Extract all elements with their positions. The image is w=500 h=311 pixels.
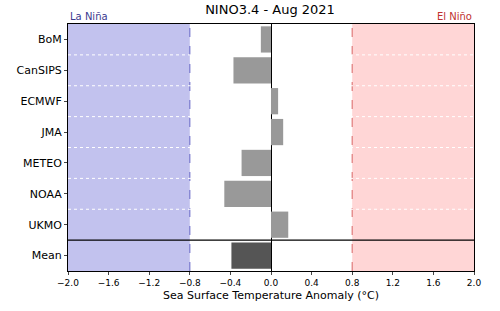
svg-text:ECMWF: ECMWF [20, 95, 61, 108]
svg-text:METEO: METEO [23, 157, 62, 170]
svg-text:−2.0: −2.0 [57, 278, 79, 288]
svg-text:0.4: 0.4 [304, 278, 319, 288]
svg-text:Sea Surface Temperature Anomal: Sea Surface Temperature Anomaly (°C) [163, 289, 379, 302]
svg-text:0.8: 0.8 [345, 278, 360, 288]
svg-text:BoM: BoM [38, 33, 62, 46]
svg-text:CanSIPS: CanSIPS [17, 64, 62, 77]
svg-text:UKMO: UKMO [28, 219, 62, 232]
svg-text:JMA: JMA [41, 126, 63, 139]
svg-text:−0.8: −0.8 [179, 278, 201, 288]
svg-text:−1.2: −1.2 [138, 278, 160, 288]
svg-text:−1.6: −1.6 [98, 278, 120, 288]
svg-text:−0.4: −0.4 [219, 278, 241, 288]
svg-text:2.0: 2.0 [467, 278, 482, 288]
svg-text:La Niña: La Niña [70, 11, 108, 22]
svg-text:NINO3.4 - Aug 2021: NINO3.4 - Aug 2021 [205, 2, 335, 17]
svg-text:0.0: 0.0 [264, 278, 279, 288]
svg-text:NOAA: NOAA [30, 188, 63, 201]
svg-text:1.6: 1.6 [426, 278, 441, 288]
svg-text:El Niño: El Niño [437, 11, 472, 22]
svg-text:1.2: 1.2 [386, 278, 400, 288]
svg-text:Mean: Mean [32, 249, 62, 262]
